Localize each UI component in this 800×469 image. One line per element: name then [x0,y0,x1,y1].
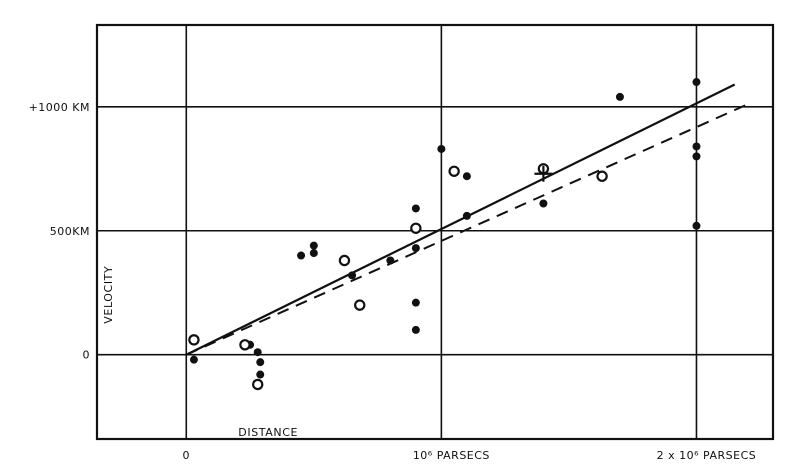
data-point-filled [462,172,471,181]
data-point-filled [309,241,318,250]
data-point-open [239,339,251,351]
data-point-filled [386,256,395,265]
data-point-filled [411,244,420,253]
data-point-open [410,222,422,234]
data-point-filled [309,249,318,258]
data-point-open [354,299,366,311]
data-points [188,78,701,391]
data-point-filled [692,221,701,230]
x-tick-label: 0 [183,449,191,462]
data-point-filled [539,199,548,208]
data-point-filled [348,271,357,280]
fit-line-solid [185,83,736,356]
y-tick-label: 0 [83,349,91,362]
data-point-filled [411,325,420,334]
data-point-filled [692,152,701,161]
data-point-filled [615,92,624,101]
data-point-filled [297,251,306,260]
data-point-filled [256,370,265,379]
data-point-open [188,334,200,346]
x-tick-label: 10⁶ PARSECS [413,449,490,462]
data-point-filled [462,211,471,220]
data-point-filled [253,348,262,357]
fit-line-dashed [185,103,748,356]
data-point-open [338,254,351,267]
data-point-filled [692,78,701,87]
data-point-filled [189,355,198,364]
y-tick-label: +1000 KM [29,101,90,114]
y-axis-title: VELOCITY [102,266,115,324]
plot-frame [95,23,775,441]
data-point-filled [692,142,701,151]
x-axis-title: DISTANCE [238,426,298,439]
data-point-open [596,170,608,182]
data-point-filled [256,358,265,367]
data-point-filled [437,144,446,153]
grid-layer [97,25,773,439]
y-tick-label: 500KM [50,225,90,238]
fit-lines [185,83,748,356]
data-point-filled [411,298,420,307]
data-point-open [252,378,264,391]
labels: DISTANCE VELOCITY 0 10⁶ PARSECS 2 x 10⁶ PA… [29,101,757,462]
plot-frame-group [95,23,775,441]
data-point-open [448,165,460,177]
data-point-cross [534,165,553,182]
x-tick-label: 2 x 10⁶ PARSECS [657,449,757,462]
data-point-filled [411,204,420,213]
